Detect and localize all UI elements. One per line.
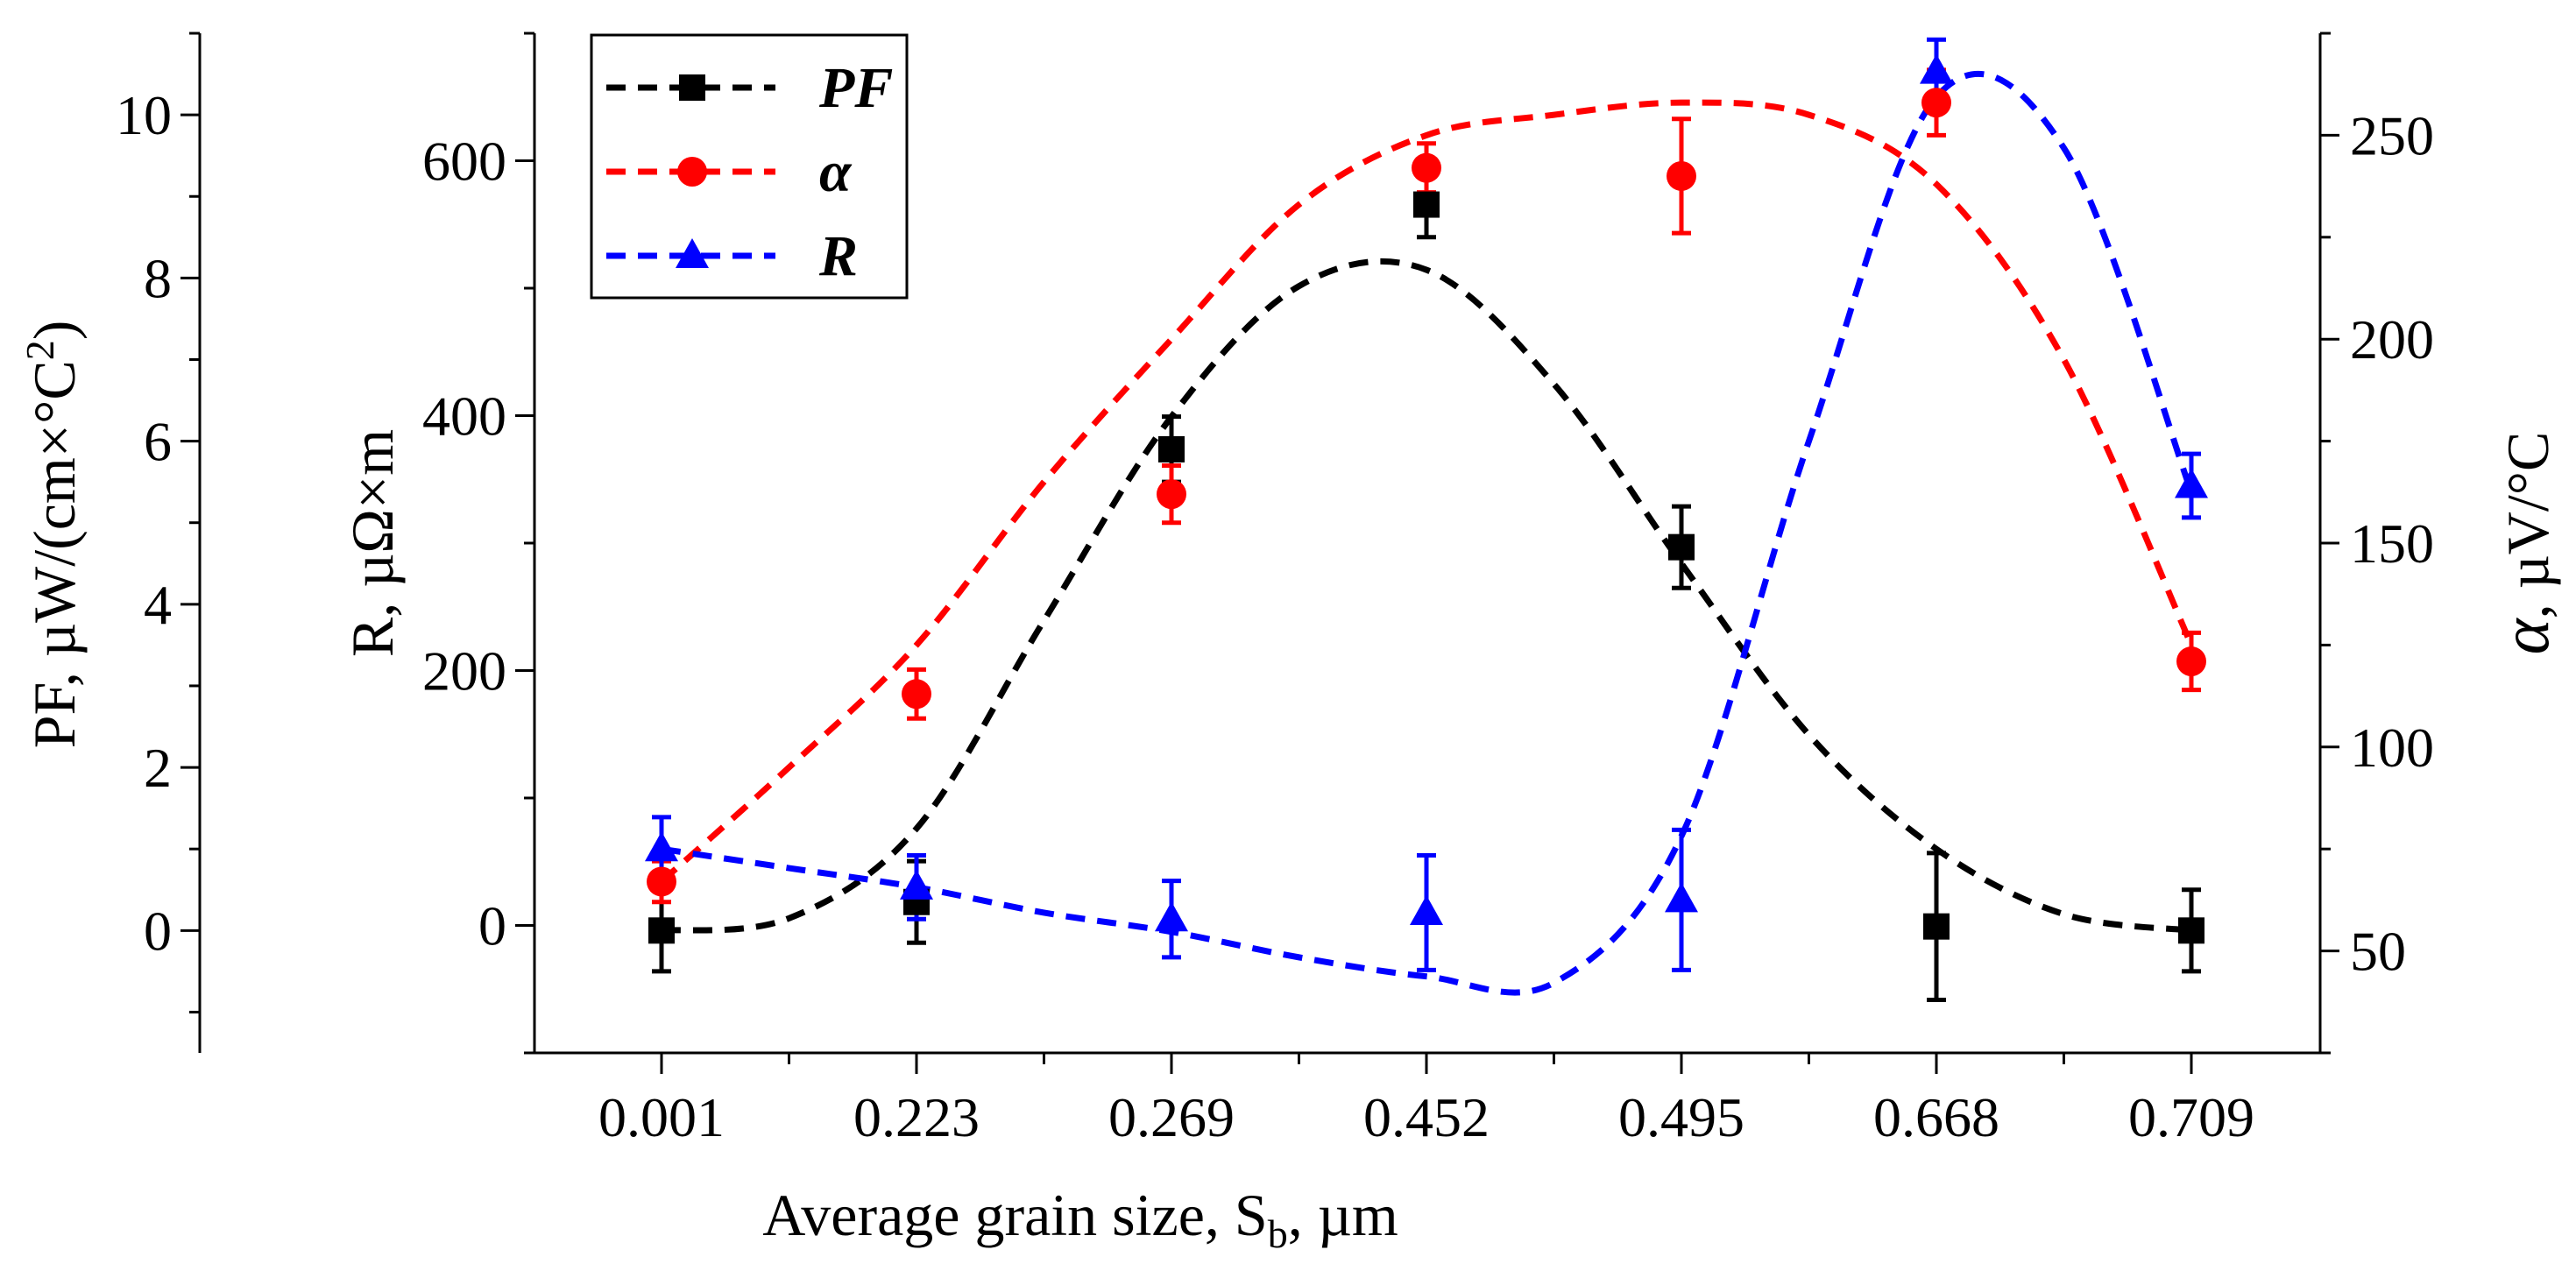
triangle-marker xyxy=(1920,53,1953,84)
alpha-tick-label: 150 xyxy=(2350,512,2434,575)
alpha-tick-label: 200 xyxy=(2350,308,2434,371)
r-tick-label: 600 xyxy=(422,131,506,193)
pf-axis-title: PF, µW/(cm×°C2) xyxy=(18,321,88,749)
pf-tick-label: 2 xyxy=(144,737,172,799)
axes-layer: 0.001 0.223 0.269 0.452 0.495 0.668 0.709 0 2 4 6 8… xyxy=(116,32,2434,1148)
pf-tick-label: 6 xyxy=(144,411,172,473)
square-marker xyxy=(1923,913,1950,940)
legend-label: R xyxy=(818,224,858,288)
x-tick-label: 0.709 xyxy=(2128,1086,2254,1148)
x-tick-label: 0.269 xyxy=(1108,1086,1235,1148)
square-marker xyxy=(1158,435,1185,463)
circle-fit-curve xyxy=(659,99,2195,885)
triangle-marker xyxy=(1665,882,1698,913)
circle-marker xyxy=(1157,479,1186,510)
square-marker xyxy=(1668,533,1695,561)
triangle-fit-curve xyxy=(661,70,2195,996)
x-tick-label: 0.495 xyxy=(1618,1086,1744,1148)
r-tick-label: 0 xyxy=(478,895,506,957)
x-tick-label: 0.452 xyxy=(1363,1086,1490,1148)
circle-marker xyxy=(902,679,931,710)
r-axis-title: R, µΩ×m xyxy=(339,429,406,657)
x-tick-label: 0.001 xyxy=(598,1086,725,1148)
circle-marker xyxy=(1921,88,1951,118)
triangle-marker xyxy=(1410,894,1443,925)
triangle-marker xyxy=(1155,901,1188,932)
fit-curves xyxy=(659,70,2195,996)
pf-axis-title-superscript: 2 xyxy=(18,340,62,360)
legend-swatch-marker xyxy=(676,238,709,268)
alpha-tick-label: 50 xyxy=(2350,921,2406,983)
legend-label: PF xyxy=(818,56,893,120)
square-marker xyxy=(1413,191,1440,218)
triangle-marker xyxy=(645,831,678,862)
alpha-tick-label: 100 xyxy=(2350,717,2434,779)
circle-marker xyxy=(2176,646,2206,677)
circle-marker xyxy=(1412,152,1441,183)
x-axis-title: Average grain size, Sb, µm xyxy=(762,1182,1398,1256)
pf-tick-label: 0 xyxy=(144,900,172,962)
square-marker xyxy=(648,917,675,944)
legend-swatch-marker xyxy=(679,74,705,101)
x-axis-title-subscript: b xyxy=(1268,1211,1288,1256)
legend: PF αR xyxy=(590,33,909,300)
alpha-axis-title: α, µV/°C xyxy=(2487,432,2563,655)
pf-tick-label: 8 xyxy=(144,247,172,309)
legend-entries: PF αR xyxy=(606,56,893,288)
alpha-tick-label: 250 xyxy=(2350,104,2434,166)
pf-tick-label: 4 xyxy=(144,574,172,636)
triangle-marker xyxy=(900,869,933,900)
legend-label: α xyxy=(819,140,853,204)
legend-swatch-marker xyxy=(677,157,707,187)
x-tick-label: 0.223 xyxy=(853,1086,980,1148)
data-markers xyxy=(645,53,2208,944)
square-fit-curve xyxy=(661,258,2192,934)
x-tick-label: 0.668 xyxy=(1873,1086,1999,1148)
circle-marker xyxy=(647,866,676,897)
square-marker xyxy=(2178,917,2204,944)
r-tick-label: 200 xyxy=(422,640,506,703)
circle-marker xyxy=(1667,160,1696,191)
r-tick-label: 400 xyxy=(422,385,506,448)
pf-tick-label: 10 xyxy=(116,84,172,146)
triangle-marker xyxy=(2175,468,2208,498)
